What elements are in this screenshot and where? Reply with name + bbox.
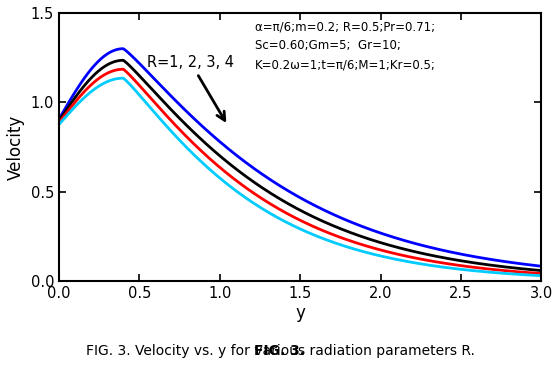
Y-axis label: Velocity: Velocity (7, 114, 25, 180)
X-axis label: y: y (295, 304, 305, 322)
Text: α=π/6;m=0.2; R=0.5;Pr=0.71;
Sc=0.60;Gm=5;  Gr=10;
K=0.2ω=1;t=π/6;M=1;Kr=0.5;: α=π/6;m=0.2; R=0.5;Pr=0.71; Sc=0.60;Gm=5… (255, 20, 436, 71)
Text: FIG. 3.: FIG. 3. (254, 344, 306, 358)
Text: FIG. 3. Velocity vs. y for various radiation parameters R.: FIG. 3. Velocity vs. y for various radia… (86, 344, 474, 358)
Text: R=1, 2, 3, 4: R=1, 2, 3, 4 (147, 55, 234, 120)
